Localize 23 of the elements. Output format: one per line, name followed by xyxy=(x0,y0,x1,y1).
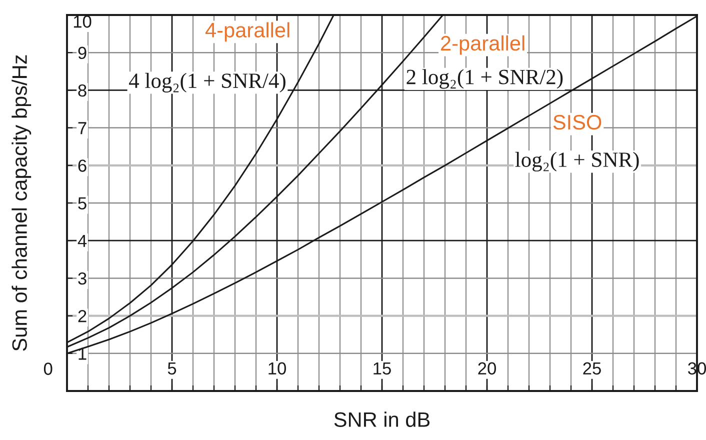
y-tick-label: 2 xyxy=(78,310,86,322)
x-tick-label: 5 xyxy=(168,362,176,375)
y-tick-label: 7 xyxy=(78,122,86,134)
y-tick-label: 6 xyxy=(78,160,86,172)
text: 0 xyxy=(44,362,52,375)
series-label: 2-parallel xyxy=(441,35,524,55)
annotation: 2 log₂(1 + SNR/2) xyxy=(406,69,563,89)
y-tick-label: 9 xyxy=(78,46,86,60)
annotation: log₂(1 + SNR) xyxy=(515,152,639,172)
y-tick-label: 5 xyxy=(78,197,86,210)
series-label: SISO xyxy=(553,114,602,130)
y-axis-title: Sum of channel capacity bps/Hz xyxy=(12,55,32,351)
x-tick-label: 10 xyxy=(268,362,286,375)
annotation: 4 log₂(1 + SNR/4) xyxy=(129,72,286,92)
series-label: 4-parallel xyxy=(205,22,290,42)
x-axis-title: SNR in dB xyxy=(334,412,430,427)
x-tick-label: 15 xyxy=(374,362,391,375)
y-tick-label: 4 xyxy=(78,234,87,247)
x-tick-label: 20 xyxy=(478,362,496,375)
y-tick-label: 3 xyxy=(78,272,86,285)
x-tick-label: 25 xyxy=(583,362,601,375)
y-tick-label: 8 xyxy=(78,84,86,97)
y-tick-label: 10 xyxy=(74,15,92,28)
